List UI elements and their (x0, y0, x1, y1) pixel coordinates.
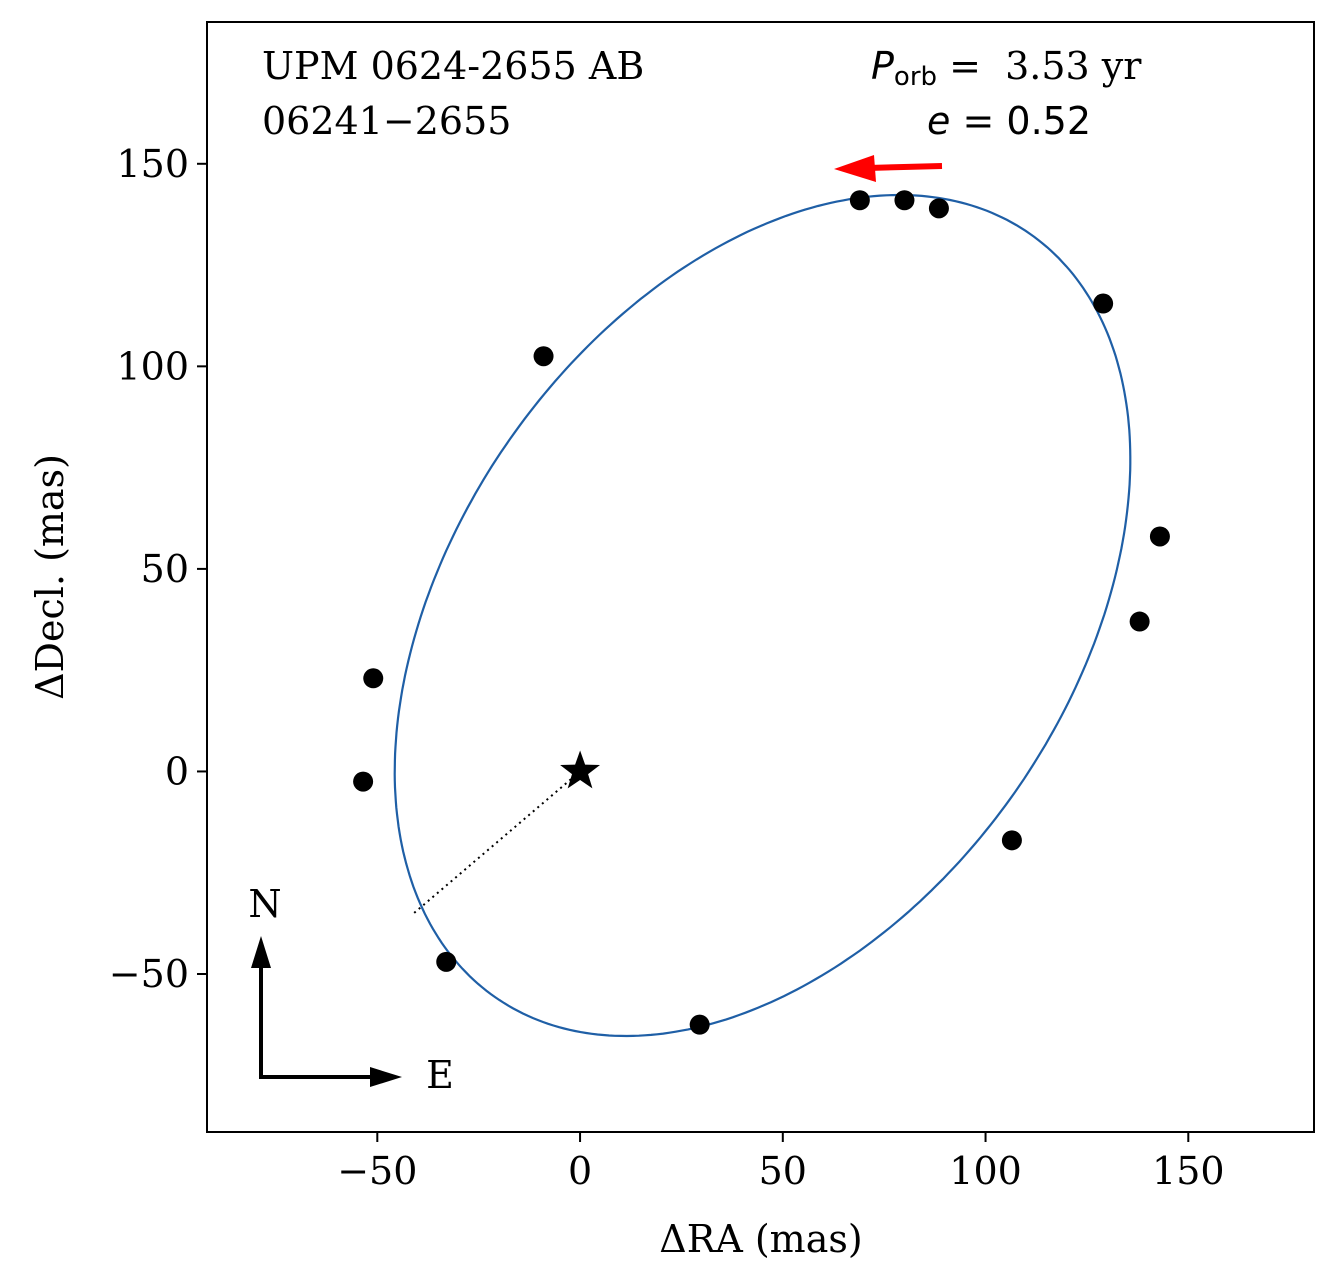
x-tick-label: 0 (568, 1149, 592, 1193)
x-tick-label: 100 (949, 1149, 1022, 1193)
period-subscript: orb (894, 62, 937, 92)
plot-frame (206, 21, 1315, 1133)
observation-point (928, 198, 949, 219)
plot-area (353, 155, 1170, 1038)
ecc-equals: = 0.52 (950, 99, 1091, 143)
y-tick-label: 0 (165, 749, 189, 793)
orbit-ellipse (393, 193, 1132, 1038)
axis-ticks: −50 0 50 100 150 −50 0 50 100 150 (109, 21, 1315, 1193)
period-symbol: P (871, 44, 894, 88)
compass-north-arrow-icon (251, 936, 271, 968)
observation-point (1149, 526, 1170, 547)
period-value: = 3.53 yr (937, 44, 1142, 88)
y-tick-label: 150 (116, 142, 189, 186)
observation-point (363, 668, 384, 689)
x-tick-label: −50 (337, 1149, 417, 1193)
x-tick-label: 50 (759, 1149, 807, 1193)
observation-point (436, 951, 457, 972)
direction-arrow-icon (834, 155, 876, 182)
observation-point (1129, 611, 1150, 632)
observation-point (849, 190, 870, 211)
x-axis-title: ΔRA (mas) (659, 1217, 862, 1261)
wds-id-label: 06241−2655 (262, 99, 511, 143)
observation-point (353, 771, 374, 792)
y-tick-label: 100 (116, 344, 189, 388)
observation-point (533, 346, 554, 367)
direction-arrow-shaft (867, 163, 943, 171)
x-tick-label: 150 (1152, 1149, 1225, 1193)
compass-north-label: N (248, 882, 281, 926)
y-tick-label: −50 (109, 952, 189, 996)
observation-point (689, 1014, 710, 1035)
periastron-line (413, 770, 581, 915)
compass-east-arrow-icon (370, 1067, 402, 1087)
primary-star-icon (560, 750, 600, 789)
eccentricity-annotation: e = 0.52 (927, 99, 1091, 143)
ecc-symbol: e (927, 99, 950, 143)
y-axis-title: ΔDecl. (mas) (28, 454, 72, 700)
observation-point (1093, 293, 1114, 314)
period-annotation: Porb = 3.53 yr (871, 44, 1142, 92)
compass-east-label: E (426, 1053, 454, 1097)
observation-point (1001, 830, 1022, 851)
y-tick-label: 50 (141, 547, 189, 591)
observation-point (894, 190, 915, 211)
system-name-label: UPM 0624-2655 AB (262, 44, 644, 88)
